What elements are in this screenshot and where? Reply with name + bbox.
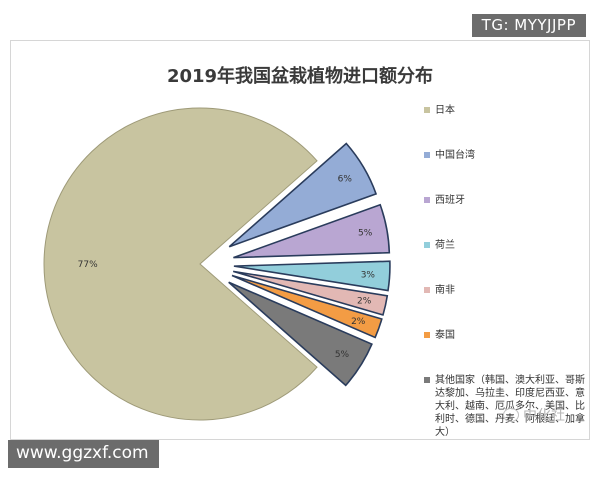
- pie-slice-1: [228, 142, 378, 248]
- legend-swatch: [424, 152, 430, 158]
- slice-label-6: 5%: [335, 350, 350, 360]
- slice-label-4: 2%: [357, 297, 372, 307]
- legend-item-0: 日本: [424, 104, 590, 117]
- legend-label: 荷兰: [435, 240, 455, 251]
- legend-swatch: [424, 107, 430, 113]
- legend-item-3: 荷兰: [424, 239, 590, 252]
- legend-label: 泰国: [435, 330, 455, 341]
- slice-label-3: 3%: [361, 271, 376, 281]
- wechat-icon: [503, 408, 519, 422]
- legend-swatch: [424, 242, 430, 248]
- legend-item-1: 中国台湾: [424, 149, 590, 162]
- slice-label-0: 77%: [78, 260, 98, 270]
- pie-slice-2: [233, 203, 391, 259]
- pie-slice-4: [232, 270, 389, 316]
- pie-slice-6: [228, 281, 373, 387]
- source-watermark-text: 中化社: [523, 408, 565, 424]
- legend-item-5: 泰国: [424, 329, 590, 342]
- pie-slice-5: [231, 274, 383, 339]
- source-watermark: 中化社: [503, 405, 565, 425]
- legend-label: 中国台湾: [435, 150, 475, 161]
- pie-slice-0: [43, 107, 318, 421]
- legend-label: 西班牙: [435, 195, 465, 206]
- legend-swatch: [424, 287, 430, 293]
- legend-swatch: [424, 377, 430, 383]
- legend-item-4: 南非: [424, 284, 590, 297]
- slice-label-5: 2%: [351, 317, 366, 327]
- legend-label: 南非: [435, 285, 455, 296]
- slice-label-2: 5%: [358, 228, 373, 238]
- url-watermark: www.ggzxf.com: [8, 440, 159, 468]
- tg-watermark: TG: MYYJJPP: [471, 14, 586, 37]
- legend-label: 日本: [435, 105, 455, 116]
- legend-item-2: 西班牙: [424, 194, 590, 207]
- legend-swatch: [424, 197, 430, 203]
- legend-swatch: [424, 332, 430, 338]
- chart-title: 2019年我国盆栽植物进口额分布: [166, 66, 434, 87]
- pie-slice-3: [233, 260, 391, 292]
- slice-label-1: 6%: [338, 174, 353, 184]
